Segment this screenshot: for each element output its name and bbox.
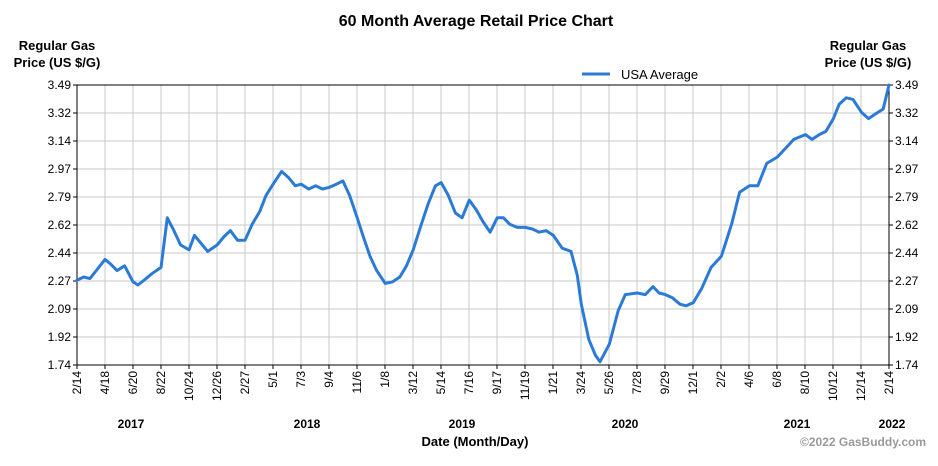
x-tick-label: 2/2 — [714, 371, 728, 388]
y-axis-title-right-line2: Price (US $/G) — [825, 55, 912, 70]
y-tick-label-left: 2.97 — [48, 162, 72, 176]
x-tick-label: 2/27 — [238, 371, 252, 395]
legend: USA Average — [582, 67, 698, 82]
y-axis-title-right-line1: Regular Gas — [830, 38, 907, 53]
y-tick-label-left: 2.62 — [48, 218, 72, 232]
x-tick-label: 11/19 — [518, 371, 532, 400]
y-tick-label-left: 1.74 — [48, 358, 72, 372]
y-tick-label-right: 2.09 — [895, 302, 919, 316]
x-tick-label: 9/29 — [658, 371, 672, 395]
x-tick-label: 3/12 — [406, 371, 420, 395]
y-tick-label-right: 1.74 — [895, 358, 919, 372]
x-tick-label: 12/26 — [210, 371, 224, 401]
y-tick-label-left: 3.14 — [48, 134, 72, 148]
x-tick-label: 2/14 — [882, 371, 896, 395]
y-tick-label-right: 2.27 — [895, 274, 919, 288]
x-tick-label: 10/12 — [826, 371, 840, 401]
x-tick-label: 7/28 — [630, 371, 644, 395]
x-ticks: 2/14 4/18 6/20 8/22 10/24 12/26 2/27 5/1 7/3 9/4 1… — [70, 365, 896, 401]
y-axis-title-left-line1: Regular Gas — [19, 38, 96, 53]
y-tick-label-right: 3.14 — [895, 134, 919, 148]
x-tick-label: 7/3 — [294, 371, 308, 388]
y-tick-label-left: 1.92 — [48, 330, 72, 344]
x-tick-label: 6/8 — [770, 371, 784, 388]
year-label: 2021 — [784, 417, 811, 431]
x-tick-label: 3/24 — [574, 371, 588, 395]
y-tick-label-right: 3.32 — [895, 106, 919, 120]
y-tick-label-right: 3.49 — [895, 78, 919, 92]
y-tick-label-left: 3.32 — [48, 106, 72, 120]
year-label: 2018 — [294, 417, 321, 431]
x-tick-label: 9/4 — [322, 371, 336, 388]
x-tick-label: 12/1 — [686, 371, 700, 395]
chart-title: 60 Month Average Retail Price Chart — [339, 13, 614, 30]
x-tick-label: 10/24 — [182, 371, 196, 401]
x-tick-label: 1/8 — [378, 371, 392, 388]
y-axis-title-left-line2: Price (US $/G) — [14, 55, 101, 70]
x-tick-label: 2/14 — [70, 371, 84, 395]
y-tick-label-right: 1.92 — [895, 330, 919, 344]
y-tick-label-right: 2.44 — [895, 246, 919, 260]
y-tick-label-right: 2.97 — [895, 162, 919, 176]
y-tick-label-left: 2.27 — [48, 274, 72, 288]
x-axis-title: Date (Month/Day) — [422, 434, 529, 449]
y-tick-label-left: 2.79 — [48, 190, 72, 204]
year-label: 2017 — [118, 417, 145, 431]
year-label: 2019 — [449, 417, 476, 431]
x-tick-label: 12/14 — [854, 371, 868, 401]
x-tick-label: 11/6 — [350, 371, 364, 394]
x-tick-label: 5/26 — [602, 371, 616, 395]
x-tick-label: 4/6 — [742, 371, 756, 388]
x-tick-label: 6/20 — [126, 371, 140, 395]
credit-text: ©2022 GasBuddy.com — [800, 435, 926, 449]
year-label: 2020 — [612, 417, 639, 431]
y-tick-label-left: 3.49 — [48, 78, 72, 92]
grid — [77, 85, 889, 365]
y-tick-label-left: 2.44 — [48, 246, 72, 260]
x-tick-label: 8/10 — [798, 371, 812, 395]
x-tick-label: 7/16 — [462, 371, 476, 395]
series-line-usa-average — [75, 83, 891, 364]
x-tick-label: 9/17 — [490, 371, 504, 395]
x-tick-label: 8/22 — [154, 371, 168, 395]
year-labels: 2017 2018 2019 2020 2021 2022 — [118, 417, 906, 431]
y-ticks: 3.49 3.49 3.32 3.32 3.14 3.14 2.97 2.97 2.79 2.79… — [48, 78, 919, 372]
x-tick-label: 5/1 — [266, 371, 280, 388]
legend-label: USA Average — [621, 67, 698, 82]
year-label: 2022 — [879, 417, 906, 431]
x-tick-label: 4/18 — [98, 371, 112, 395]
x-tick-label: 5/14 — [434, 371, 448, 395]
y-tick-label-left: 2.09 — [48, 302, 72, 316]
y-tick-label-right: 2.79 — [895, 190, 919, 204]
y-tick-label-right: 2.62 — [895, 218, 919, 232]
x-tick-label: 1/21 — [546, 371, 560, 395]
